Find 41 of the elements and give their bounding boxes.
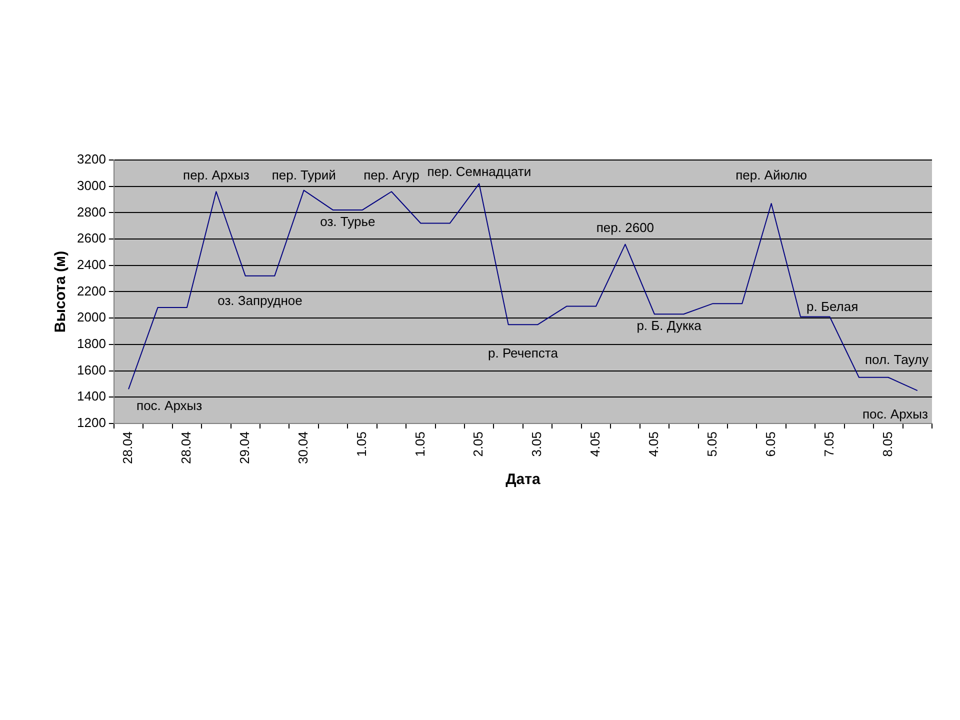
x-tick-label: 28.04 [178,431,194,464]
x-axis-title: Дата [506,471,541,488]
y-tick-label: 3200 [77,152,106,167]
y-tick-label: 1200 [77,415,106,430]
x-tick-label: 30.04 [295,431,310,464]
y-tick-label: 2400 [77,256,106,272]
annotation: пер. Архыз [183,167,250,182]
x-tick-label: 2.05 [470,431,486,457]
annotation: р. Речепста [488,346,559,361]
y-tick-label: 2200 [77,283,106,298]
annotation: пос. Архыз [136,398,202,414]
annotation: пос. Архыз [862,406,928,422]
annotation: пол. Таулу [864,352,929,367]
y-tick-label: 3000 [77,178,106,193]
x-tick-label: 1.05 [354,431,369,457]
annotation: р. Белая [806,298,858,314]
y-tick-label: 2600 [77,230,106,246]
x-tick-label: 8.05 [880,431,895,457]
y-tick-label: 1400 [77,388,106,404]
x-tick-label: 6.05 [762,431,778,457]
x-tick-label: 4.05 [646,431,662,457]
annotation: оз. Турье [320,214,376,230]
annotation: р. Б. Дукка [636,318,702,334]
x-tick-label: 1.05 [412,431,428,457]
y-tick-label: 2800 [77,204,106,220]
x-tick-label: 4.05 [588,431,603,457]
annotation: оз. Запрудное [218,292,302,308]
x-tick-label: 28.04 [120,431,136,464]
annotation: пер. 2600 [596,220,654,236]
y-axis-title: Высота (м) [52,250,70,333]
y-tick-label: 1600 [77,362,106,378]
x-tick-label: 29.04 [236,431,252,464]
y-tick-label: 1800 [77,336,106,352]
x-tick-label: 5.05 [704,431,720,457]
annotation: пер. Айюлю [736,167,808,182]
x-tick-label: 3.05 [529,431,544,457]
annotation: пер. Турий [272,167,336,182]
x-tick-label: 7.05 [821,431,836,457]
y-tick-label: 2000 [77,310,106,325]
annotation: пер. Агур [364,167,420,182]
annotation: пер. Семнадцати [427,164,532,179]
